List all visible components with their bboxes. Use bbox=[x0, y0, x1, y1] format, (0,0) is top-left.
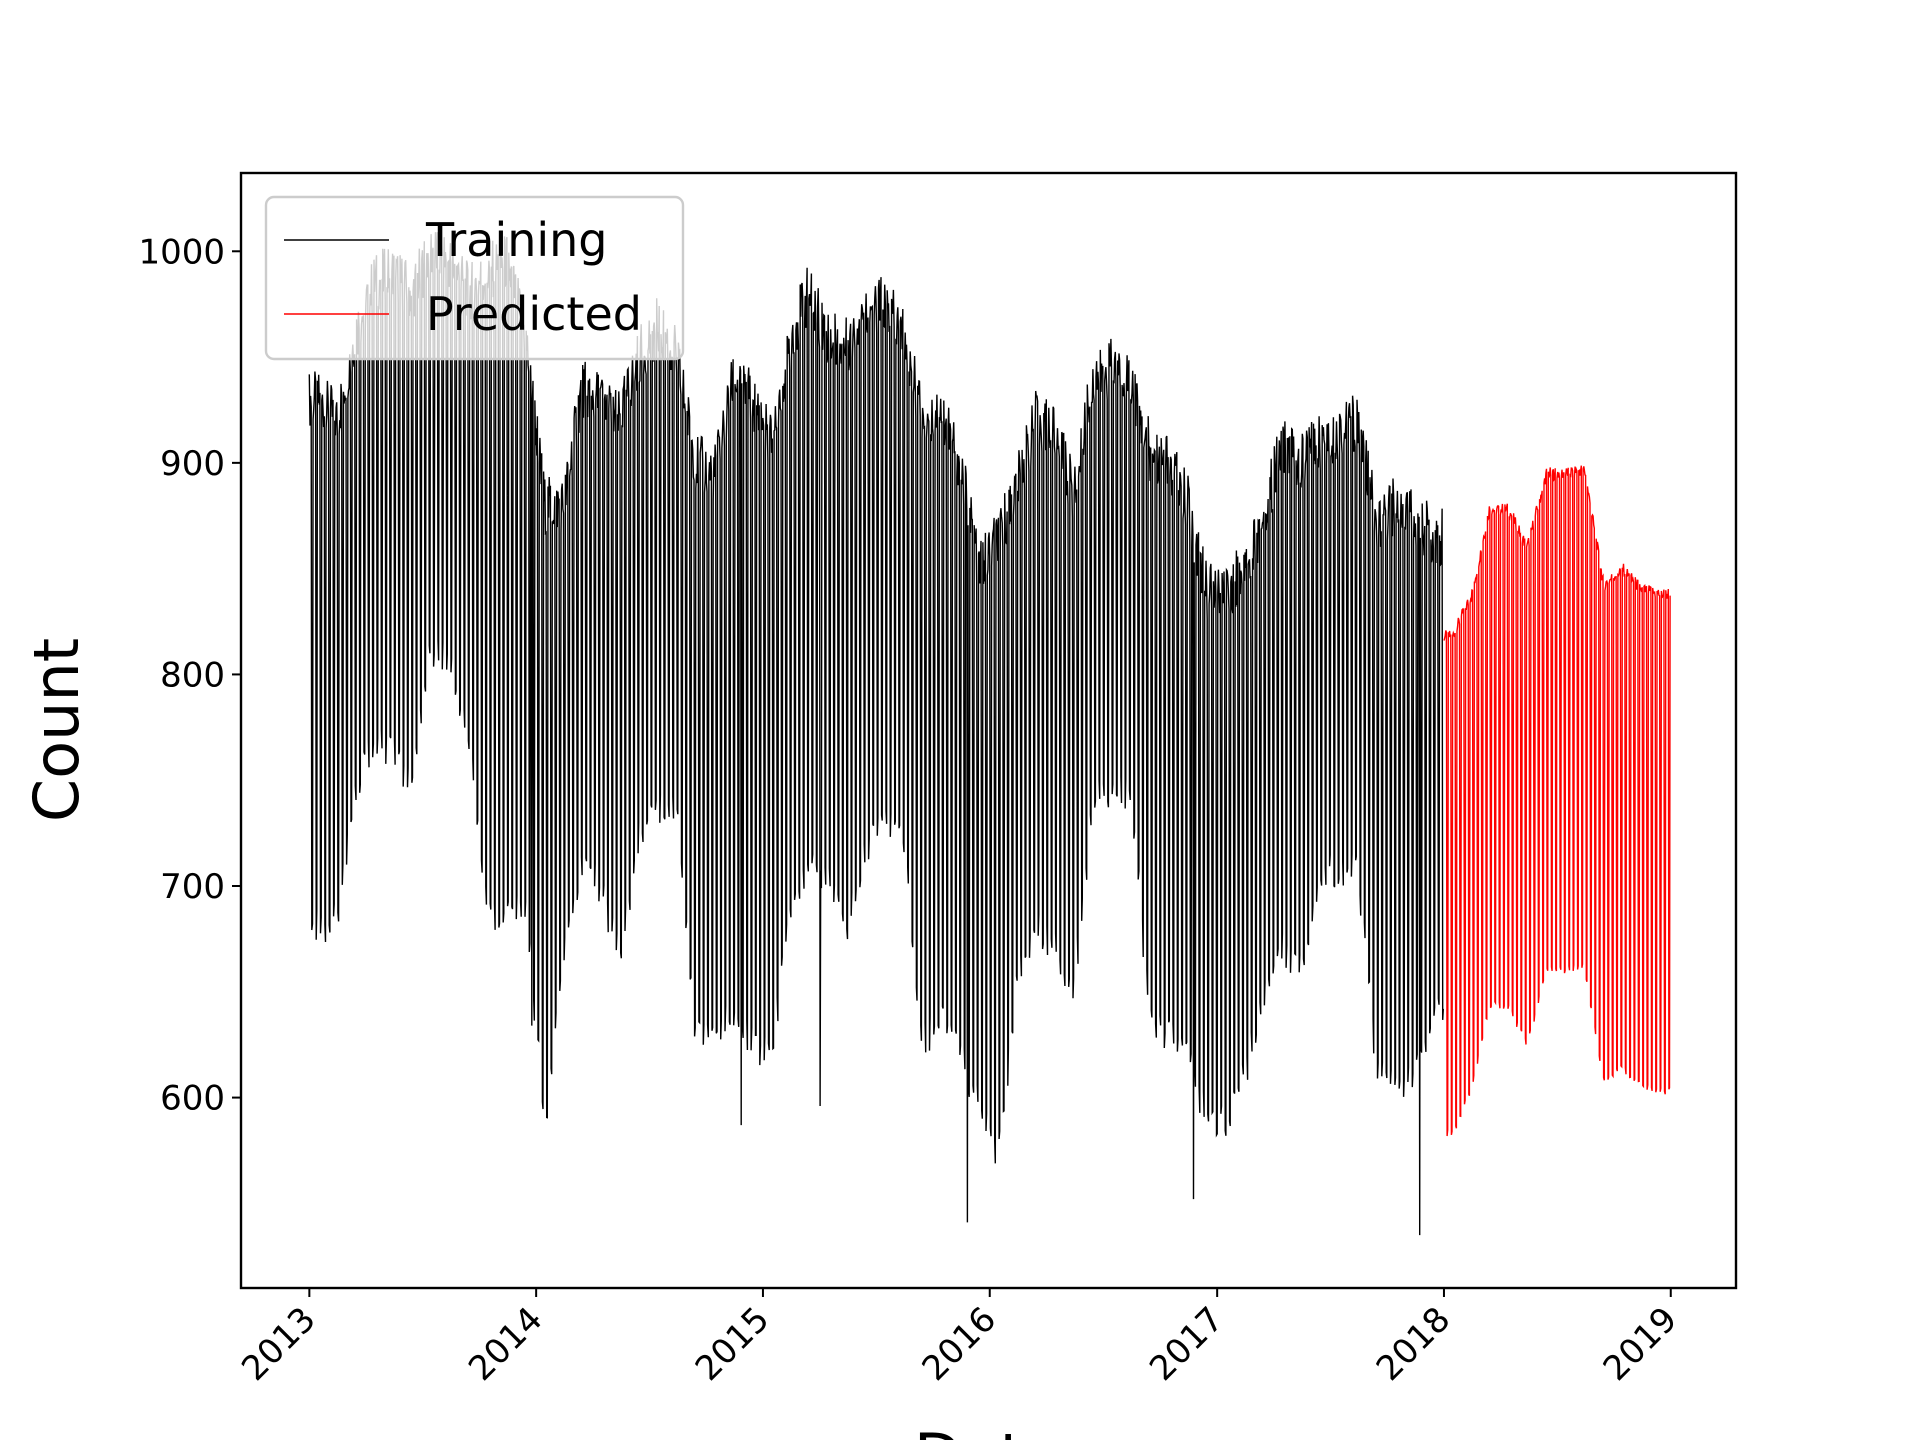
y-axis-title: Count bbox=[20, 638, 93, 822]
plot-frame bbox=[239, 171, 1738, 1290]
y-tick-label: 800 bbox=[160, 655, 225, 695]
y-tick-label: 900 bbox=[160, 444, 225, 484]
legend-label-training: Training bbox=[425, 213, 608, 267]
y-tick-label: 600 bbox=[160, 1079, 225, 1119]
legend-label-predicted: Predicted bbox=[426, 287, 642, 341]
series-line-predicted bbox=[1443, 465, 1671, 1137]
series-layer bbox=[308, 232, 1671, 1236]
legend-box bbox=[264, 195, 685, 361]
plot-area bbox=[308, 232, 1671, 1236]
series-line-training bbox=[308, 232, 1444, 1236]
y-tick-label: 1000 bbox=[138, 232, 225, 272]
y-axis: 600 700 800 900 1000 bbox=[138, 232, 241, 1119]
x-axis-title: Date bbox=[914, 1420, 1062, 1440]
y-tick-label: 700 bbox=[160, 867, 225, 907]
legend: Training Predicted bbox=[264, 195, 685, 361]
